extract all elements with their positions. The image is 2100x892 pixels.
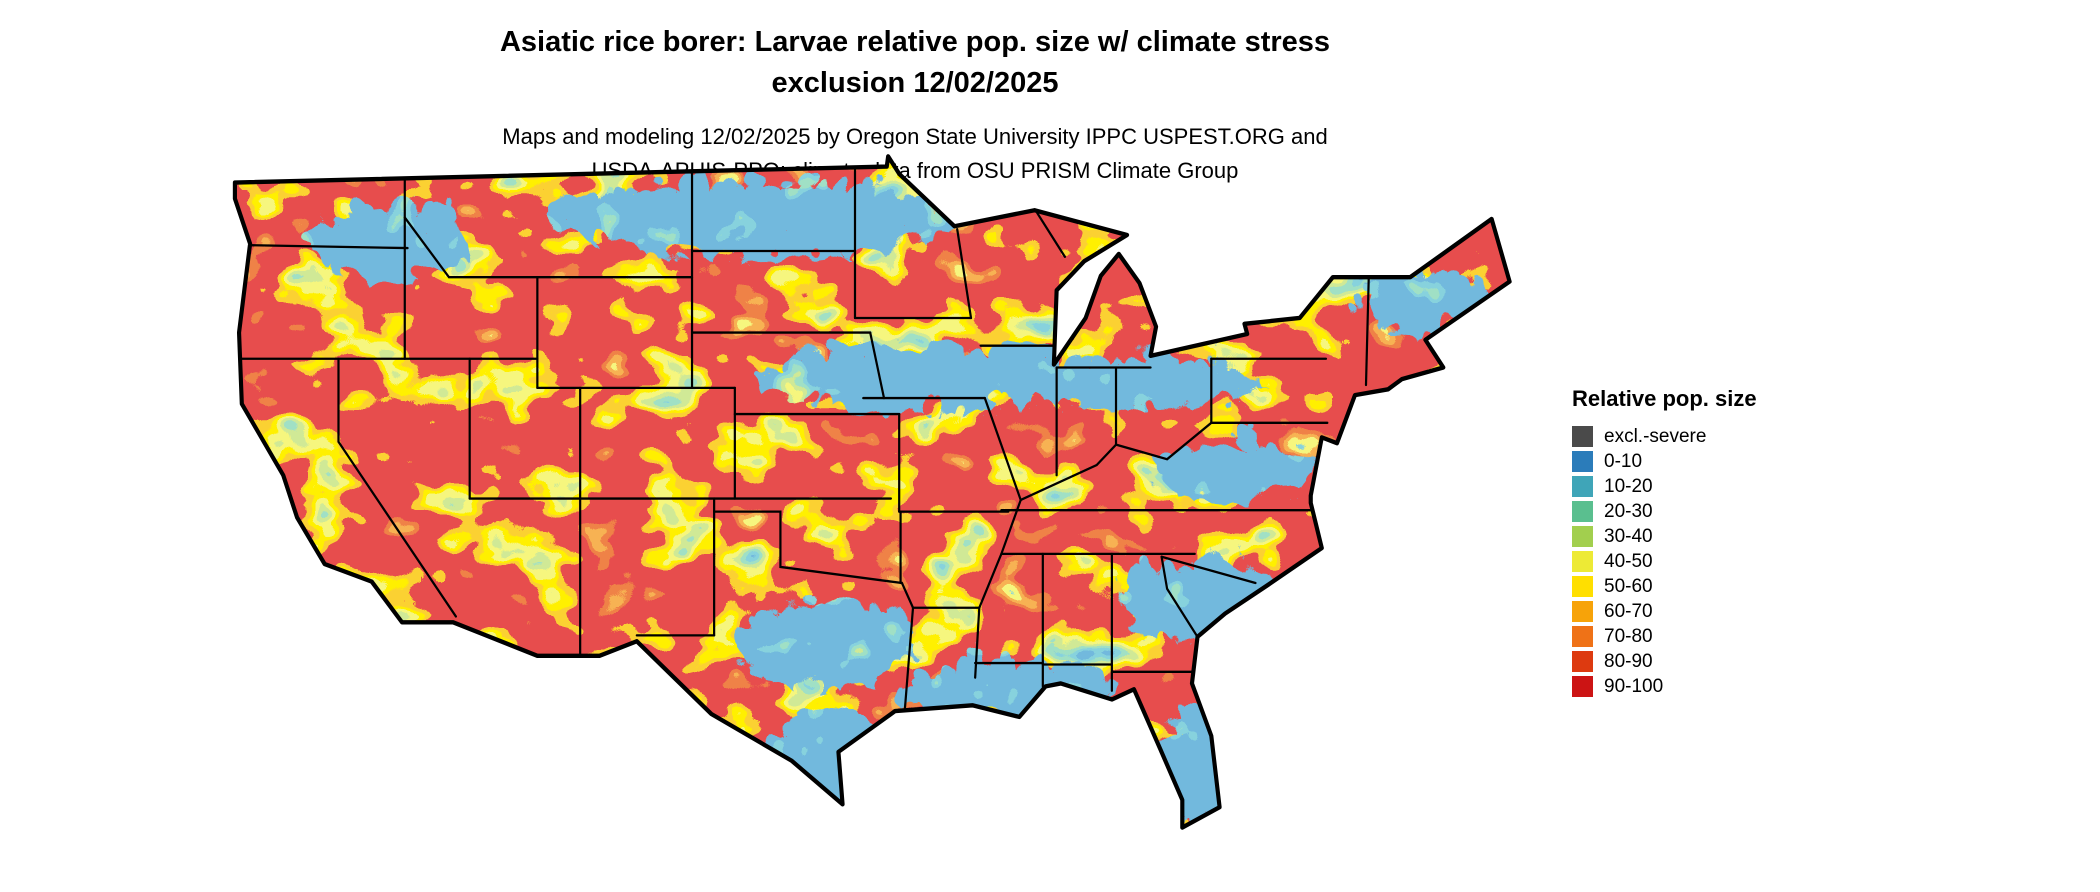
legend-item: 70-80 bbox=[1572, 626, 1832, 647]
legend-item: excl.-severe bbox=[1572, 426, 1832, 447]
legend-swatch bbox=[1572, 626, 1593, 647]
legend-item: 80-90 bbox=[1572, 651, 1832, 672]
legend-item: 50-60 bbox=[1572, 576, 1832, 597]
legend-item: 60-70 bbox=[1572, 601, 1832, 622]
legend-item-label: 50-60 bbox=[1604, 576, 1653, 597]
legend-swatch bbox=[1572, 551, 1593, 572]
legend-item-label: 70-80 bbox=[1604, 626, 1653, 647]
legend-item: 30-40 bbox=[1572, 526, 1832, 547]
state-borders bbox=[239, 165, 1370, 713]
legend-items: excl.-severe 0-10 10-20 20-30 30-40 40-50 50-6… bbox=[1572, 426, 1832, 697]
figure-subtitle: Maps and modeling 12/02/2025 by Oregon S… bbox=[0, 120, 1830, 188]
legend-swatch bbox=[1572, 426, 1593, 447]
legend-item-label: 0-10 bbox=[1604, 451, 1643, 472]
raster-cool-regions bbox=[303, 169, 1478, 828]
legend-swatch bbox=[1572, 451, 1593, 472]
title-line-2: exclusion 12/02/2025 bbox=[771, 67, 1059, 99]
legend-item: 0-10 bbox=[1572, 451, 1832, 472]
legend-item: 90-100 bbox=[1572, 676, 1832, 697]
legend-item: 10-20 bbox=[1572, 476, 1832, 497]
map-raster bbox=[234, 156, 1510, 828]
subtitle-line-1: Maps and modeling 12/02/2025 by Oregon S… bbox=[502, 124, 1328, 149]
legend-item-label: 20-30 bbox=[1604, 501, 1653, 522]
legend-item: 40-50 bbox=[1572, 551, 1832, 572]
legend-item-label: excl.-severe bbox=[1604, 426, 1707, 447]
us-map-svg bbox=[232, 154, 1512, 830]
us-map bbox=[228, 152, 1540, 880]
legend-swatch bbox=[1572, 526, 1593, 547]
us-outline bbox=[232, 154, 1512, 830]
legend-item-label: 40-50 bbox=[1604, 551, 1653, 572]
legend-item: 20-30 bbox=[1572, 501, 1832, 522]
title-line-1: Asiatic rice borer: Larvae relative pop.… bbox=[499, 26, 1331, 58]
figure-title: Asiatic rice borer: Larvae relative pop.… bbox=[0, 22, 1830, 104]
legend: Relative pop. size excl.-severe 0-10 10-20… bbox=[1572, 386, 1832, 701]
legend-swatch bbox=[1572, 501, 1593, 522]
legend-swatch bbox=[1572, 651, 1593, 672]
legend-swatch bbox=[1572, 676, 1593, 697]
legend-title: Relative pop. size bbox=[1572, 386, 1757, 411]
legend-item-label: 10-20 bbox=[1604, 476, 1653, 497]
legend-swatch bbox=[1572, 476, 1593, 497]
legend-item-label: 60-70 bbox=[1604, 601, 1653, 622]
legend-item-label: 80-90 bbox=[1604, 651, 1653, 672]
legend-swatch bbox=[1572, 576, 1593, 597]
legend-swatch bbox=[1572, 601, 1593, 622]
legend-item-label: 90-100 bbox=[1604, 676, 1664, 697]
legend-item-label: 30-40 bbox=[1604, 526, 1653, 547]
